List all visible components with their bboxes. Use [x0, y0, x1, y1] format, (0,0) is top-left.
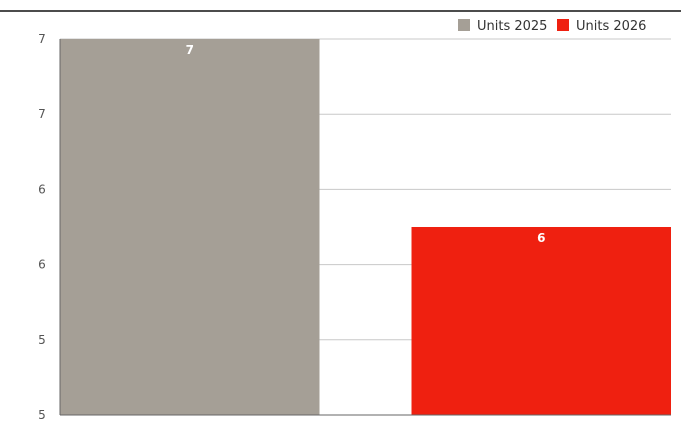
y-tick-label: 7 — [38, 32, 46, 46]
legend-swatch — [557, 19, 569, 31]
legend-label: Units 2025 — [477, 19, 547, 34]
bar-units-2026 — [411, 227, 671, 415]
y-tick-label: 5 — [38, 408, 46, 422]
y-tick-label: 6 — [38, 258, 46, 272]
y-tick-label: 5 — [38, 333, 46, 347]
bar-value-label: 6 — [537, 231, 545, 245]
legend: Units 2025 Units 2026 — [458, 19, 646, 34]
legend-label: Units 2026 — [576, 19, 646, 34]
y-tick-label: 6 — [38, 182, 46, 196]
bar-labels: 76 — [186, 43, 546, 245]
bar-value-label: 7 — [186, 43, 194, 57]
bar-units-2025 — [60, 39, 320, 415]
y-tick-label: 7 — [38, 107, 46, 121]
y-axis: 7 7 6 6 5 5 — [38, 32, 46, 422]
bars — [60, 39, 671, 415]
legend-swatch — [458, 19, 470, 31]
